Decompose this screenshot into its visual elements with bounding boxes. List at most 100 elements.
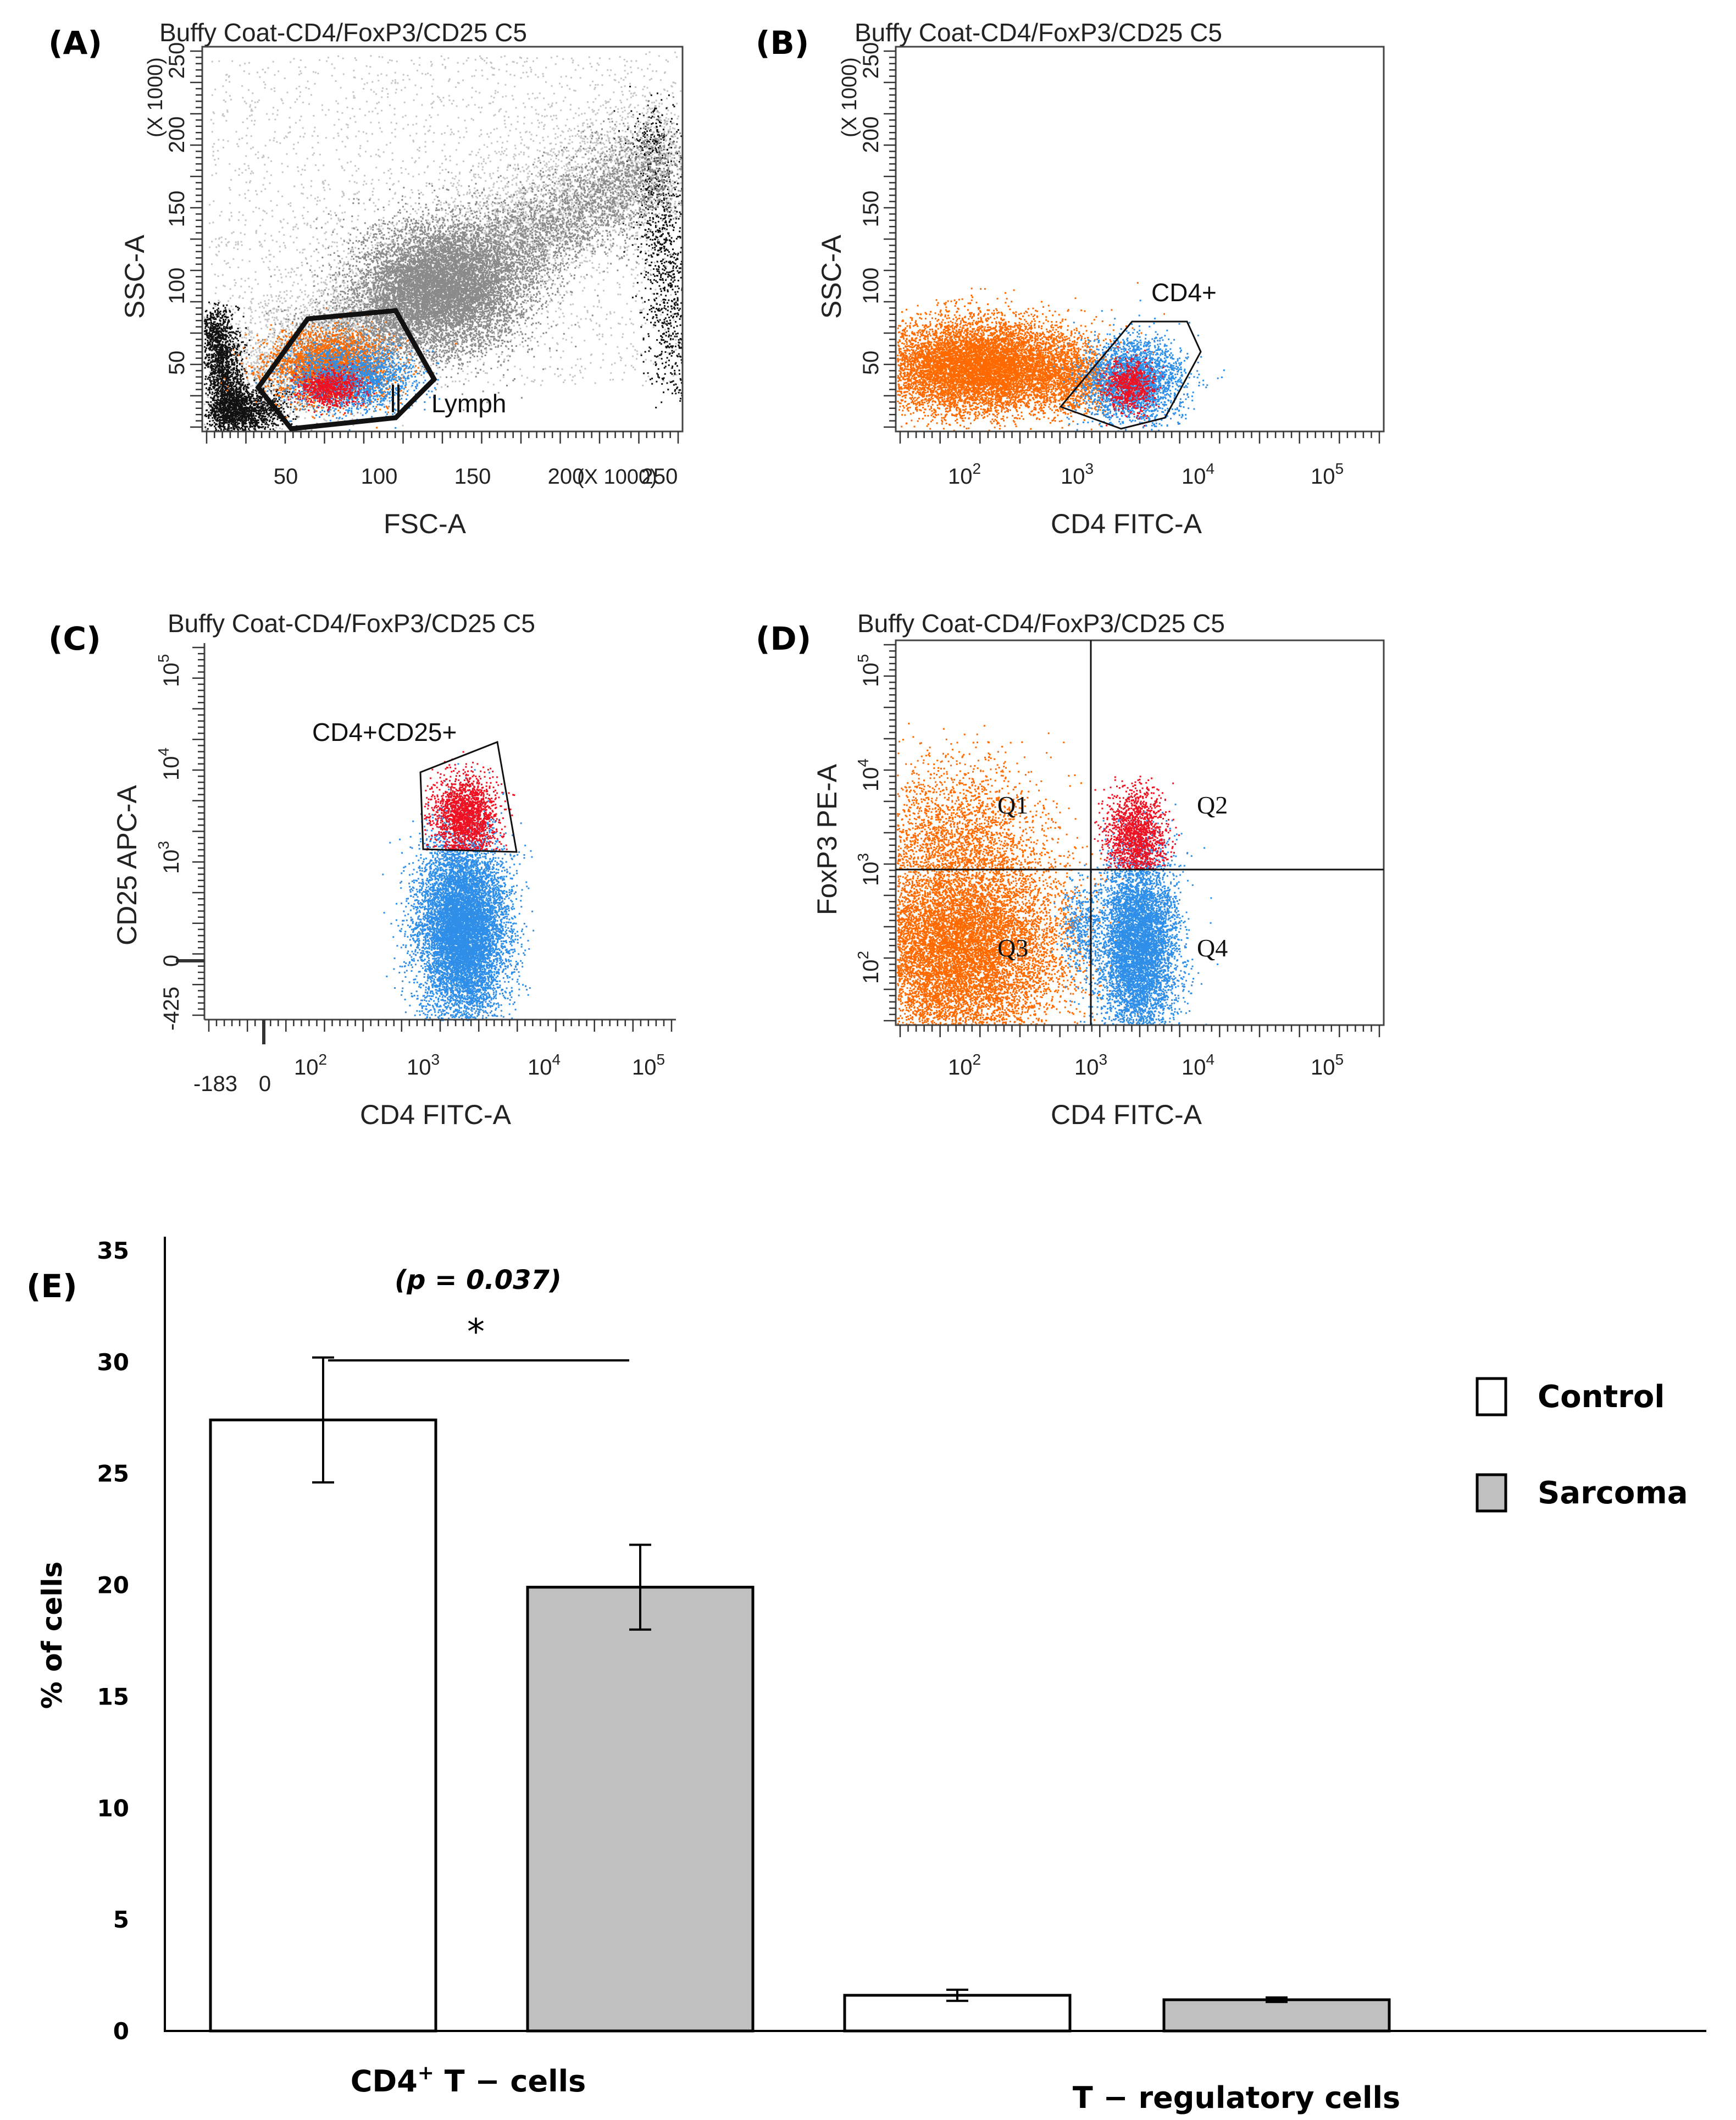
panel-c-ylabel: CD25 APC-A [112,785,142,945]
bar-y-tick-0: 0 [113,2018,129,2045]
bar-category-cd4-sup: + [418,2062,434,2084]
panel-b-orange-cd4neg [897,282,1166,431]
legend-label-sarcoma: Sarcoma [1538,1475,1688,1511]
panel-d-tick-base: 10 [1311,1055,1335,1080]
panel-d-orange-q3 [897,741,1164,1026]
panel-d-tick-exp: 5 [855,654,872,663]
quadrant-q1-label: Q1 [997,791,1028,819]
bar-y-ticks: 0 5 10 15 20 25 30 35 [97,1237,129,2045]
panel-b-tick-exp: 3 [1085,460,1094,477]
panel-b-tick-base: 10 [1311,464,1335,489]
panel-b-x-tick-1e5: 105 [1311,460,1344,489]
panel-a-black-debris [203,301,263,432]
panel-c-y-tick-1e4: 104 [155,748,184,781]
panel-a-y-tick-100: 100 [165,268,189,305]
quadrant-q4-label: Q4 [1197,934,1228,962]
quadrant-q3-label: Q3 [997,934,1028,962]
panel-a-orange-lymph [220,307,457,429]
panel-a-y-tick-250: 250 [165,42,189,79]
panel-d-x-tick-1e3: 103 [1074,1051,1107,1080]
panel-d-tick-exp: 3 [855,853,872,862]
panel-d-tick-base: 10 [859,663,883,688]
panel-a-scatter [203,51,683,432]
panel-d-y-tick-1e2: 102 [855,951,883,984]
panel-c-xlabel: CD4 FITC-A [360,1099,512,1130]
legend-label-control: Control [1538,1379,1665,1415]
significance-star: * [467,1312,485,1353]
panel-b-y-tick-100: 100 [859,268,883,305]
panel-d-x-tick-1e4: 104 [1182,1051,1214,1080]
bar-category-cd4-rest: T − cells [434,2064,586,2099]
panel-c-blue-cd25low [382,763,535,1021]
panel-a-title: Buffy Coat-CD4/FoxP3/CD25 C5 [159,18,527,47]
panel-a-y-multiplier: (X 1000) [144,57,167,137]
errorbar-control-cd4 [312,1356,334,1484]
panel-d-y-tick-1e4: 104 [855,759,883,791]
panel-c-tick-base: 10 [407,1055,431,1080]
panel-a-x-tick-50: 50 [274,464,298,489]
panel-b-tick-base: 10 [1061,464,1085,489]
bar-sarcoma-treg [1162,1998,1391,2033]
panel-c-y-tick-1e5: 105 [155,654,184,687]
panel-b-tick-base: 10 [948,464,973,489]
panel-a-x-tick-250: 250 [641,464,678,489]
panel-d-x-minor-ticks [899,1025,1380,1037]
panel-c-tick-base: 10 [159,850,184,874]
legend-swatch-control [1476,1377,1507,1416]
panel-d-x-tick-1e2: 102 [948,1051,981,1080]
bar-control-cd4 [209,1418,437,2033]
panel-c-tick-exp: 4 [552,1051,561,1068]
panel-c-red-cd25high [424,751,515,851]
panel-d-tick-exp: 3 [1099,1051,1107,1068]
panel-d-tick-exp: 2 [855,951,872,960]
panel-b-tick-exp: 2 [972,460,981,477]
panel-b-tick-exp: 5 [1335,460,1344,477]
panel-c-scatter [382,751,535,1021]
errorbar-sarcoma-treg [1266,1996,1288,2003]
panel-a-x-tick-200: 200 [548,464,585,489]
panel-c-x-tick-1e4: 104 [528,1051,561,1080]
significance-p-value: (p = 0.037) [395,1265,562,1296]
panel-e: (E) 0 5 10 15 20 25 30 35 % of cells CD4+ T − c… [26,1237,1706,2115]
bar-legend: Control Sarcoma [1476,1377,1688,1513]
panel-c-tick-base: 10 [528,1055,552,1080]
panel-c-letter: (C) [48,620,101,657]
panel-b-red-cd4pos [1094,342,1164,427]
bar-y-tick-10: 10 [97,1795,129,1822]
lymph-gate-label: Lymph [431,389,506,418]
panel-b-y-tick-250: 250 [859,42,883,79]
panel-b-x-tick-1e2: 102 [948,460,981,489]
panel-d-tick-exp: 2 [972,1051,981,1068]
bar-y-tick-20: 20 [97,1572,129,1599]
panel-b-y-minor-ticks [884,50,896,428]
panel-a-xlabel: FSC-A [384,508,467,539]
cd4-gate [1059,320,1202,430]
panel-c-x-tick-1e3: 103 [407,1051,440,1080]
panel-b-y-tick-50: 50 [859,351,883,375]
panel-c-x-tick-0: 0 [259,1072,271,1096]
bar-category-label-treg: T − regulatory cells [1073,2080,1400,2115]
bar-marks [209,1356,1391,2033]
panel-c-y-tick--425: -425 [159,987,184,1031]
panel-c-tick-base: 10 [159,756,184,781]
bar-ylabel: % of cells [36,1562,68,1709]
panel-b-xlabel: CD4 FITC-A [1051,508,1202,539]
panel-b-title: Buffy Coat-CD4/FoxP3/CD25 C5 [855,18,1222,47]
bar-y-tick-5: 5 [113,1906,129,1933]
bar-y-tick-35: 35 [97,1237,129,1264]
panel-b-y-multiplier: (X 1000) [838,57,861,137]
quadrant-q2-label: Q2 [1197,791,1228,819]
panel-c-tick-base: 10 [294,1055,319,1080]
panel-b: (B) Buffy Coat-CD4/FoxP3/CD25 C5 CD4+ 10… [756,18,1385,539]
cd4-gate-label: CD4+ [1151,278,1217,307]
panel-c-y-tick-1e3: 103 [155,841,184,874]
panel-a-y-tick-200: 200 [165,117,189,153]
panel-a-x-multiplier: (X 1000) [577,466,657,489]
panel-d-tick-exp: 5 [1335,1051,1344,1068]
panel-d-tick-base: 10 [1074,1055,1099,1080]
panel-a-red-lymph [287,359,375,416]
panel-d-tick-exp: 4 [855,759,872,767]
panel-b-orange-tail [983,338,1151,430]
panel-a-ticks: 50 100 150 200 250 50 100 150 200 250 [165,42,679,489]
